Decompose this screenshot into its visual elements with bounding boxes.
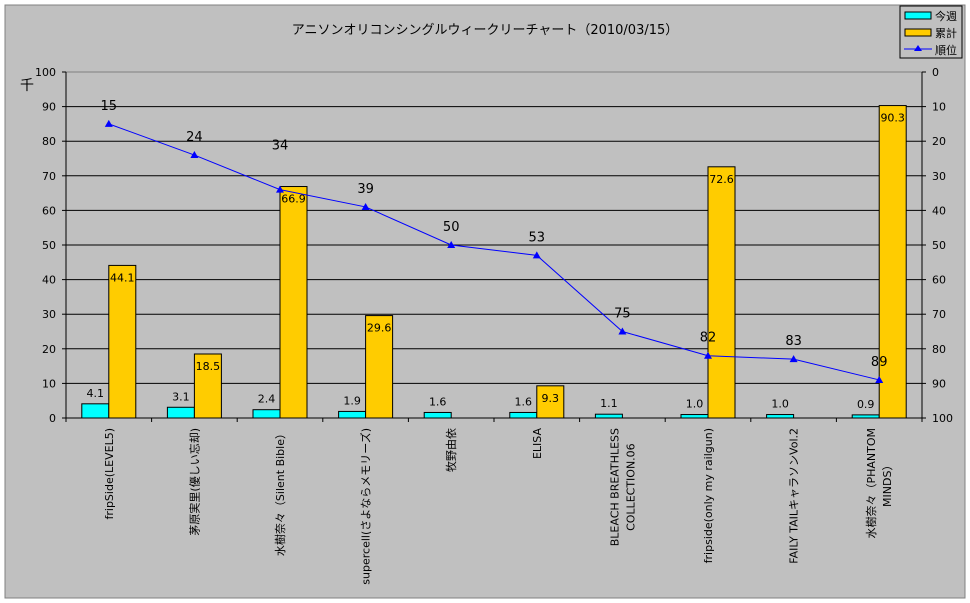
data-label-weekly: 1.1 [600,397,618,410]
data-label-rank: 75 [614,307,631,322]
data-label-total: 90.3 [880,112,905,125]
rank-marker [190,151,199,159]
y-tick-label: 30 [42,308,56,321]
x-tick-label: COLLECTION.06 [624,443,637,531]
bar-total [878,105,907,419]
y2-tick-label: 90 [932,377,946,390]
data-label-weekly: 1.0 [686,398,704,411]
y-tick-label: 10 [42,377,56,390]
rank-marker [447,241,456,248]
x-tick-label: BLEACH BREATHLESS [608,428,621,546]
rank-marker [789,355,798,363]
chart-title: アニソンオリコンシングルウィークリーチャート（2010/03/15） [292,23,679,38]
bar-weekly [509,411,538,419]
data-label-weekly: 1.9 [343,394,361,407]
y2-tick-label: 10 [932,101,946,114]
data-label-rank: 89 [871,355,888,370]
y-tick-label: 20 [42,343,56,356]
x-tick-label: 茅原実里(優しい忘却) [187,428,201,536]
bar-weekly [680,414,709,419]
data-label-rank: 24 [186,130,203,145]
legend-swatch-total [904,28,932,37]
y2-tick-label: 50 [932,239,946,252]
bar-weekly [252,409,281,419]
y-tick-label: 60 [42,204,56,217]
y-tick-label: 100 [35,66,56,79]
legend-marker-rank [914,45,922,51]
x-tick-label: fripside(only my railgun) [702,428,715,563]
bar-weekly [594,413,623,419]
y-tick-label: 90 [42,101,56,114]
y2-tick-label: 80 [932,343,946,356]
data-label-rank: 50 [443,220,460,235]
data-label-total: 9.3 [542,392,560,405]
y-tick-label: 70 [42,170,56,183]
y-axis-unit: 千 [20,78,34,94]
data-label-rank: 34 [272,139,289,154]
data-label-weekly: 1.0 [771,398,789,411]
y2-tick-label: 20 [932,135,946,148]
y-tick-label: 50 [42,239,56,252]
data-label-weekly: 2.4 [258,393,276,406]
data-label-weekly: 1.6 [429,395,447,408]
bar-total [707,166,736,419]
rank-line [108,123,880,381]
x-tick-label: supercell(さよならメモリーズ) [359,428,373,585]
rank-marker [704,351,712,359]
data-label-weekly: 4.1 [87,387,105,400]
data-label-rank: 53 [529,230,546,245]
data-label-weekly: 0.9 [857,398,875,411]
y-tick-label: 80 [42,135,56,148]
data-label-rank: 15 [101,99,118,114]
x-tick-label: MINDS） [881,460,894,507]
bar-weekly [166,406,195,419]
data-label-rank: 39 [357,182,374,197]
rank-marker [532,251,541,259]
x-tick-label: ELISA [531,428,544,460]
bar-total [279,186,308,419]
data-label-weekly: 3.1 [172,390,190,403]
y2-tick-label: 30 [932,170,946,183]
bar-total [536,385,565,419]
data-label-total: 18.5 [196,360,221,373]
x-tick-label: fripSide(LEVEL5) [103,428,116,520]
y-tick-label: 0 [49,412,56,425]
y2-tick-label: 40 [932,204,946,217]
bar-total [108,264,137,419]
data-label-rank: 83 [785,334,802,349]
rank-marker [618,327,627,335]
data-label-total: 44.1 [110,271,135,284]
x-tick-label: 水樹奈々（Silent Bible） [273,428,287,556]
y-tick-label: 40 [42,274,56,287]
data-label-rank: 82 [700,331,717,346]
y2-tick-label: 0 [932,66,939,79]
rank-marker [276,185,284,193]
bar-weekly [766,414,795,419]
bar-weekly [423,411,452,419]
legend-label-weekly: 今週 [935,9,957,23]
y2-tick-label: 60 [932,274,946,287]
data-label-weekly: 1.6 [515,395,533,408]
y2-tick-label: 70 [932,308,946,321]
y2-tick-label: 100 [932,412,953,425]
rank-marker [875,375,884,383]
x-tick-label: 水樹奈々（PHANTOM [864,428,878,539]
bar-weekly [338,410,367,419]
legend-label-total: 累計 [935,26,957,40]
legend: 今週 累計 順位 [899,5,963,59]
bar-total [365,315,394,419]
legend-label-rank: 順位 [935,43,957,57]
data-label-total: 66.9 [281,193,306,206]
bar-weekly [81,403,110,419]
x-tick-label: FAILY TAILキャラソンVol.2 [788,428,801,564]
data-label-total: 72.6 [709,173,734,186]
rank-marker [361,202,370,210]
x-tick-label: 牧野由依 [444,428,458,472]
data-label-total: 29.6 [367,322,392,335]
rank-marker [104,119,113,127]
legend-swatch-weekly [904,11,932,20]
